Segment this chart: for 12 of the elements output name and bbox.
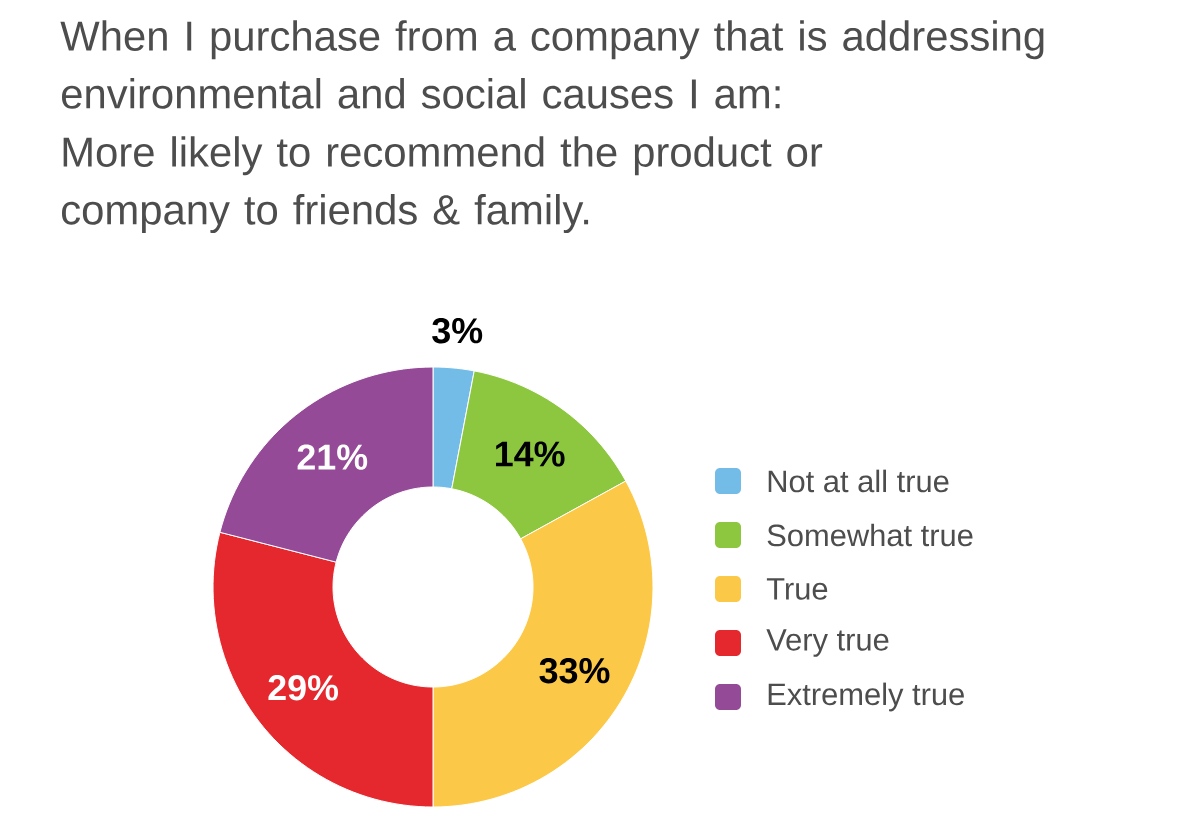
- data-label: 14%: [496, 441, 565, 467]
- data-label: 21%: [297, 444, 368, 470]
- legend-label: Somewhat true: [767, 523, 973, 547]
- chart-subtitle: More likely to recommend the product or company to friends & family.: [61, 136, 823, 233]
- chart-title: When I purchase from a company that is addressing environmental and social causes I am:: [60, 20, 1044, 109]
- data-label: 33%: [539, 657, 610, 684]
- data-label: 3%: [432, 318, 483, 344]
- legend-label: Very true: [766, 629, 889, 657]
- data-label: 29%: [268, 675, 339, 701]
- legend-label: True: [766, 578, 828, 600]
- legend-label: Extremely true: [768, 682, 964, 712]
- legend-label: Not at all true: [768, 469, 949, 493]
